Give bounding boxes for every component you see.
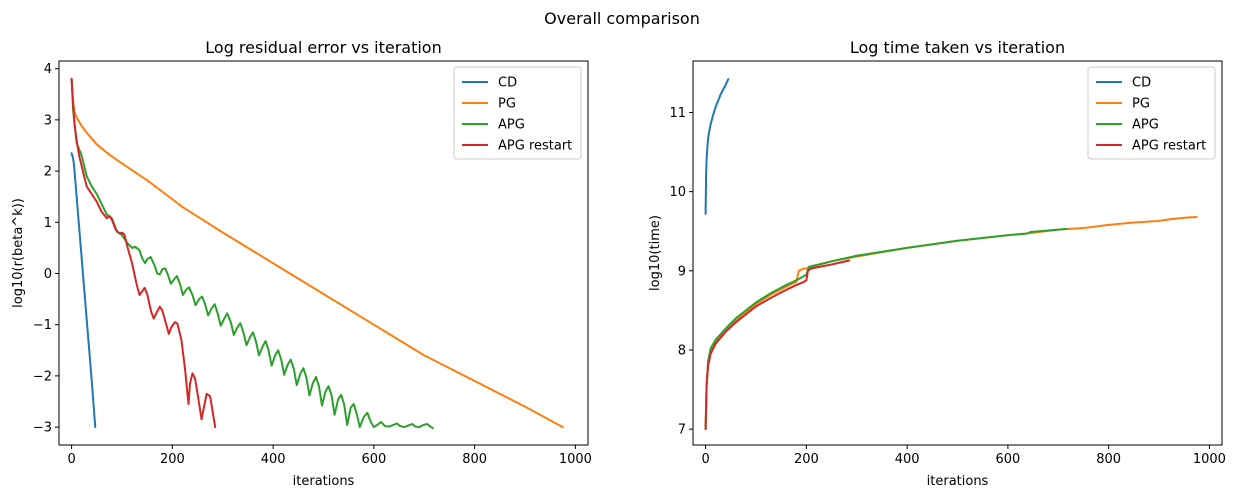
chart-title: Log residual error vs iteration (205, 38, 441, 57)
chart-title: Log time taken vs iteration (850, 38, 1065, 57)
series-line-apg-restart (704, 259, 851, 431)
y-tick-label: −2 (33, 369, 52, 384)
y-tick-label: −1 (33, 318, 52, 333)
legend: CD PG APG APG restart (453, 66, 582, 160)
y-tick-label: 8 (678, 343, 686, 358)
y-tick-label: 1 (44, 216, 52, 231)
legend-label: APG (1132, 118, 1159, 133)
x-tick-label: 800 (1096, 452, 1121, 467)
legend-label: PG (1132, 97, 1150, 112)
axes-frame (692, 60, 1223, 446)
series-line-cd (704, 78, 730, 215)
x-tick-label: 200 (160, 452, 185, 467)
x-tick-label: 1000 (1193, 452, 1226, 467)
x-axis-label: iterations (293, 474, 355, 489)
y-tick-label: 11 (669, 106, 686, 121)
y-tick-label: 7 (678, 423, 686, 438)
y-tick-label: 9 (678, 264, 686, 279)
x-tick-label: 0 (701, 452, 709, 467)
y-tick-label: 10 (669, 185, 686, 200)
legend-label: APG restart (498, 139, 572, 154)
axes-frame (58, 60, 589, 446)
y-tick-label: 2 (44, 165, 52, 180)
legend-label: APG (498, 118, 525, 133)
y-tick-label: −3 (33, 421, 52, 436)
series-line-pg (704, 215, 1198, 431)
x-tick-label: 400 (895, 452, 920, 467)
series-line-apg (704, 227, 1068, 431)
x-tick-label: 800 (462, 452, 487, 467)
series-line-pg (70, 77, 564, 429)
y-tick-label: 4 (44, 62, 52, 77)
x-tick-label: 1000 (559, 452, 592, 467)
legend-label: PG (498, 97, 516, 112)
x-tick-label: 0 (67, 452, 75, 467)
y-axis-label: log10(r(beta^k)) (11, 198, 26, 308)
legend-box (1087, 66, 1216, 160)
y-tick-label: 3 (44, 113, 52, 128)
legend-label: APG restart (1132, 139, 1206, 154)
x-tick-label: 400 (261, 452, 286, 467)
legend: CD PG APG APG restart (1087, 66, 1216, 160)
figure-title: Overall comparison (544, 9, 700, 28)
series-line-cd (70, 152, 97, 429)
x-tick-label: 600 (995, 452, 1020, 467)
legend-label: CD (1132, 76, 1151, 91)
right-chart: 0 200 400 600 800 1000 7 8 9 10 11 Log time taken v… (648, 38, 1226, 489)
x-axis-label: iterations (927, 474, 989, 489)
series-group (70, 77, 564, 430)
x-tick-label: 600 (361, 452, 386, 467)
series-group (704, 78, 1198, 431)
left-chart: 0 200 400 600 800 1000 −3 −2 −1 0 1 2 3 4 Log residual… (11, 38, 592, 489)
series-line-apg (70, 77, 434, 430)
legend-box (453, 66, 582, 160)
y-axis-label: log10(time) (648, 215, 663, 291)
y-tick-label: 0 (44, 267, 52, 282)
legend-label: CD (498, 76, 517, 91)
x-tick-label: 200 (794, 452, 819, 467)
series-line-apg-restart (70, 77, 217, 429)
